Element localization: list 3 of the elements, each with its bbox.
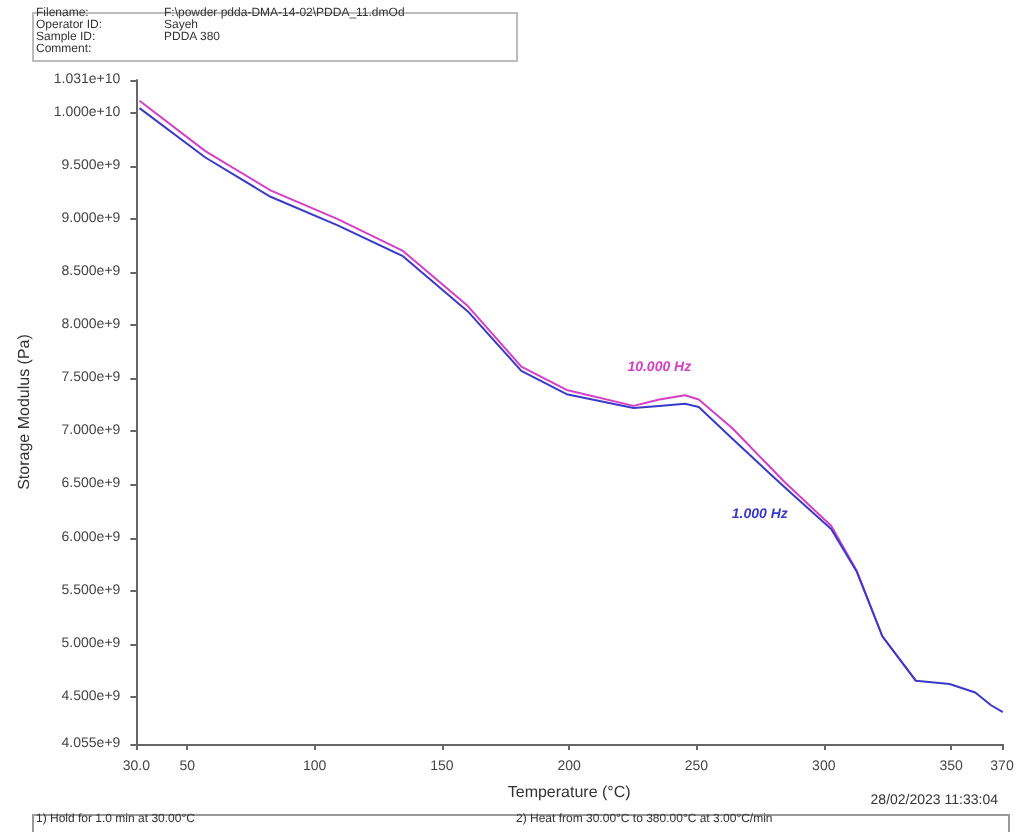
x-axis-title: Temperature (°C) <box>507 782 632 801</box>
y-axis-title: Storage Modulus (Pa) <box>15 333 33 490</box>
line-series <box>139 107 1003 713</box>
